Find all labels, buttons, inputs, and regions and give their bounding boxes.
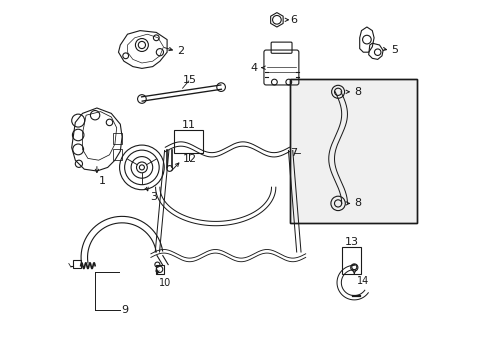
Text: 9: 9: [121, 305, 128, 315]
Text: 7: 7: [290, 148, 297, 158]
Bar: [113, 149, 122, 160]
Text: 8: 8: [353, 198, 360, 208]
Text: 14: 14: [356, 276, 368, 286]
Bar: [155, 265, 163, 274]
Text: 12: 12: [182, 154, 196, 164]
Text: 3: 3: [150, 192, 157, 202]
Text: 10: 10: [159, 278, 171, 288]
Bar: [73, 260, 81, 268]
Bar: [341, 247, 361, 274]
Text: 5: 5: [390, 45, 398, 55]
Bar: [289, 79, 416, 223]
Bar: [113, 133, 122, 144]
Bar: [289, 79, 416, 223]
Text: 8: 8: [353, 87, 360, 97]
Text: 11: 11: [182, 120, 195, 130]
Text: 13: 13: [344, 237, 358, 247]
Text: 6: 6: [290, 15, 297, 25]
Text: 4: 4: [249, 63, 257, 73]
Text: 15: 15: [183, 75, 196, 85]
Bar: [174, 130, 203, 153]
Text: 1: 1: [99, 176, 105, 186]
Text: 2: 2: [177, 46, 184, 56]
